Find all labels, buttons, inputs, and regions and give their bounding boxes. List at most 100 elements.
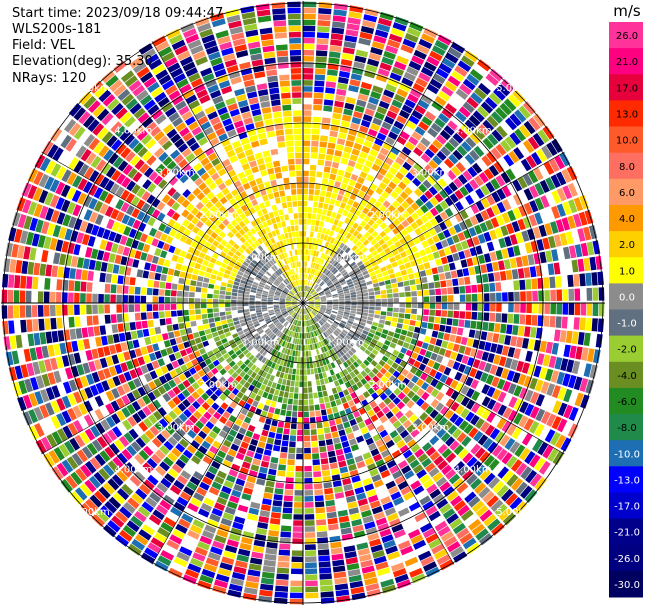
velocity-gate	[351, 297, 357, 301]
velocity-gate	[354, 55, 367, 64]
velocity-gate	[319, 309, 325, 313]
velocity-gate	[321, 178, 329, 185]
velocity-gate	[53, 252, 61, 265]
velocity-gate	[530, 327, 537, 338]
velocity-gate	[295, 478, 303, 484]
velocity-gate	[303, 405, 309, 412]
velocity-gate	[187, 460, 198, 470]
velocity-gate	[272, 414, 280, 421]
velocity-gate	[482, 137, 494, 150]
velocity-gate	[315, 285, 320, 291]
velocity-gate	[330, 251, 336, 258]
velocity-gate	[299, 320, 302, 327]
velocity-gate	[419, 474, 431, 484]
velocity-gate	[529, 200, 539, 213]
velocity-gate	[269, 524, 280, 531]
velocity-gate	[448, 262, 456, 271]
velocity-gate	[589, 256, 597, 271]
velocity-gate	[327, 272, 333, 278]
velocity-gate	[237, 413, 246, 421]
velocity-gate	[325, 279, 331, 284]
velocity-gate	[406, 27, 421, 38]
velocity-gate	[406, 156, 416, 166]
velocity-gate	[363, 303, 369, 306]
velocity-gate	[353, 376, 360, 384]
velocity-gate	[404, 313, 411, 320]
velocity-gate	[396, 439, 406, 449]
velocity-gate	[446, 170, 457, 181]
velocity-gate	[405, 196, 414, 206]
velocity-gate	[342, 271, 348, 277]
velocity-gate	[147, 279, 154, 288]
velocity-gate	[304, 496, 314, 502]
velocity-gate	[382, 501, 394, 511]
velocity-gate	[358, 243, 365, 250]
velocity-gate	[338, 460, 347, 468]
velocity-gate	[193, 492, 205, 502]
velocity-gate	[176, 304, 183, 310]
velocity-gate	[198, 445, 208, 455]
velocity-gate	[292, 411, 298, 417]
velocity-gate	[313, 232, 318, 238]
velocity-gate	[311, 213, 317, 220]
velocity-gate	[318, 335, 322, 341]
velocity-gate	[255, 447, 264, 455]
velocity-gate	[324, 314, 330, 318]
velocity-gate	[49, 291, 56, 303]
velocity-gate	[541, 145, 553, 160]
velocity-gate	[381, 121, 392, 131]
velocity-gate	[443, 486, 455, 497]
velocity-gate	[269, 425, 277, 433]
velocity-gate	[265, 418, 272, 425]
velocity-gate	[499, 271, 507, 281]
velocity-gate	[391, 449, 402, 459]
velocity-gate	[411, 375, 419, 384]
velocity-gate	[276, 345, 282, 351]
velocity-gate	[243, 303, 249, 307]
velocity-gate	[444, 52, 459, 64]
velocity-gate	[243, 381, 251, 389]
velocity-gate	[479, 468, 492, 481]
velocity-gate	[352, 168, 361, 176]
velocity-gate	[477, 59, 491, 72]
velocity-gate	[468, 427, 479, 439]
velocity-gate	[392, 568, 407, 578]
velocity-gate	[282, 507, 293, 514]
velocity-gate	[436, 554, 451, 566]
velocity-gate	[316, 322, 321, 328]
velocity-gate	[80, 304, 86, 315]
velocity-gate	[405, 120, 417, 130]
velocity-gate	[250, 419, 258, 427]
velocity-gate	[382, 434, 392, 444]
velocity-gate	[310, 289, 315, 294]
velocity-gate	[296, 314, 299, 320]
velocity-gate	[538, 224, 547, 237]
velocity-gate	[492, 261, 499, 272]
velocity-gate	[157, 257, 165, 266]
velocity-gate	[345, 165, 354, 173]
velocity-gate	[369, 295, 375, 299]
velocity-gate	[331, 259, 337, 266]
velocity-gate	[387, 204, 396, 213]
velocity-gate	[375, 303, 381, 307]
velocity-gate	[352, 361, 360, 368]
velocity-gate	[358, 394, 366, 402]
velocity-gate	[303, 170, 309, 177]
velocity-gate	[387, 151, 397, 161]
velocity-gate	[1, 305, 8, 319]
velocity-gate	[471, 390, 481, 401]
velocity-gate	[592, 287, 599, 301]
velocity-gate	[269, 462, 278, 470]
velocity-gate	[394, 271, 402, 278]
velocity-gate	[381, 56, 394, 66]
velocity-gate	[220, 517, 233, 527]
velocity-gate	[303, 213, 307, 219]
velocity-gate	[248, 563, 262, 571]
velocity-gate	[209, 445, 219, 455]
velocity-gate	[382, 200, 391, 209]
velocity-gate	[536, 353, 545, 365]
velocity-gate	[483, 472, 496, 485]
velocity-gate	[579, 273, 586, 287]
velocity-gate	[414, 448, 425, 458]
velocity-gate	[348, 11, 363, 19]
